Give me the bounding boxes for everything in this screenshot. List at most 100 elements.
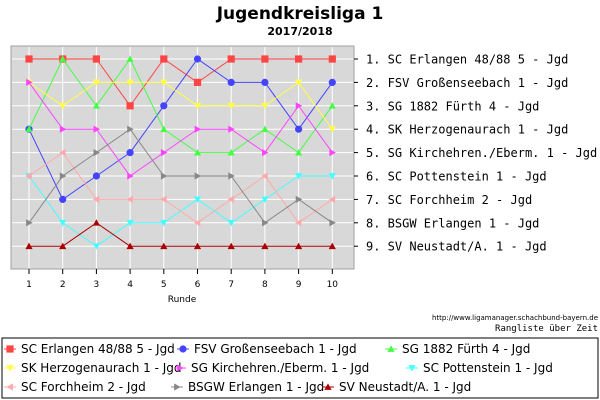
data-point: [295, 79, 303, 86]
data-point: [25, 172, 32, 180]
data-point: [227, 55, 235, 63]
data-point: [295, 173, 303, 180]
data-point: [160, 79, 168, 86]
series-line: [28, 151, 333, 224]
data-point: [26, 78, 33, 86]
data-point: [295, 195, 303, 203]
data-point: [92, 195, 100, 203]
legend-label: SK Herzogenaurach 1 - Jgd: [21, 361, 182, 375]
data-point: [59, 242, 67, 250]
data-point: [193, 219, 201, 227]
data-point: [295, 219, 302, 227]
data-point: [6, 365, 14, 372]
standings-label: 6. SC Pottenstein 1 - Jgd: [366, 170, 547, 184]
standings-label: 5. SG Kirchehren./Eberm. 1 - Jgd: [366, 146, 597, 160]
data-point: [227, 219, 235, 227]
data-point: [126, 55, 134, 62]
data-point: [227, 149, 235, 156]
data-point: [59, 125, 67, 133]
data-point: [160, 242, 168, 250]
data-point: [193, 242, 202, 250]
legend-label: SC Forchheim 2 - Jgd: [21, 380, 146, 394]
x-tick-label: 4: [127, 280, 133, 290]
data-point: [261, 242, 269, 250]
legend-label: SC Erlangen 48/88 5 - Jgd: [21, 342, 175, 356]
data-point: [227, 102, 235, 110]
data-point: [25, 242, 33, 250]
series-line: [29, 58, 333, 107]
data-point: [92, 172, 100, 180]
series-group: [26, 125, 336, 227]
x-tick-label: 7: [228, 280, 234, 290]
standings-label: 1. SC Erlangen 48/88 5 - Jgd: [366, 53, 568, 67]
x-tick-label: 8: [262, 280, 268, 290]
data-point: [324, 383, 332, 390]
x-tick-label: 9: [296, 280, 302, 290]
data-point: [177, 364, 184, 372]
series-group: [26, 78, 336, 180]
data-point: [295, 55, 303, 63]
series-group: [25, 55, 336, 110]
series-line: [28, 81, 333, 130]
legend-item: SC Erlangen 48/88 5 - Jgd: [4, 342, 175, 356]
data-point: [261, 172, 268, 180]
data-point: [295, 149, 303, 156]
data-point: [262, 149, 269, 157]
data-point: [6, 383, 13, 391]
data-point: [92, 79, 100, 86]
x-tick-label: 6: [195, 280, 201, 290]
legend-label: SV Neustadt/A. 1 - Jgd: [339, 380, 471, 394]
standings-label: 3. SG 1882 Fürth 4 - Jgd: [366, 99, 539, 113]
data-point: [26, 219, 33, 227]
data-point: [160, 172, 168, 180]
x-tick-label: 5: [161, 280, 167, 290]
series-line: [29, 222, 333, 247]
data-point: [194, 125, 202, 133]
data-point: [93, 149, 100, 157]
x-tick-label: 1: [26, 280, 32, 290]
data-point: [127, 172, 134, 180]
data-point: [25, 55, 33, 63]
data-point: [329, 149, 336, 157]
legend-item: SG 1882 Fürth 4 - Jgd: [385, 342, 530, 356]
data-point: [126, 102, 134, 110]
data-point: [261, 125, 269, 133]
data-point: [160, 149, 168, 157]
data-point: [25, 125, 33, 133]
legend-label: SG 1882 Fürth 4 - Jgd: [402, 342, 530, 356]
legend-box: [1, 337, 599, 399]
data-point: [126, 195, 133, 203]
series-line: [28, 82, 333, 177]
data-point: [328, 173, 336, 180]
data-point: [126, 149, 134, 157]
data-point: [59, 195, 67, 203]
data-point: [228, 125, 235, 133]
data-point: [193, 102, 202, 110]
data-point: [193, 196, 202, 203]
data-point: [328, 55, 336, 63]
data-point: [194, 172, 202, 180]
standings-label: 7. SC Forchheim 2 - Jgd: [366, 193, 532, 207]
data-point: [59, 102, 67, 110]
x-tick-label: 10: [327, 280, 339, 290]
data-point: [193, 55, 202, 63]
data-point: [93, 125, 100, 133]
x-axis-label: Runde: [168, 295, 197, 305]
legend-item: BSGW Erlangen 1 - Jgd: [171, 380, 324, 394]
data-point: [328, 78, 336, 86]
data-point: [262, 219, 269, 227]
legend-label: BSGW Erlangen 1 - Jgd: [188, 380, 324, 394]
data-point: [59, 55, 67, 62]
x-tick-label: 2: [60, 280, 66, 290]
data-point: [328, 242, 336, 250]
legend-label: FSV Großenseebach 1 - Jgd: [194, 342, 357, 356]
series-group: [25, 55, 336, 203]
chart-subtitle: 2017/2018: [267, 25, 332, 38]
data-point: [193, 149, 202, 156]
standings-list: 1. SC Erlangen 48/88 5 - Jgd 2. FSV Große…: [366, 53, 597, 254]
data-point: [92, 102, 100, 109]
source-url[interactable]: http://www.ligamanager.schachbund-bayern…: [432, 314, 598, 322]
data-point: [408, 365, 416, 372]
x-tick-label: 3: [94, 280, 100, 290]
legend-item: SK Herzogenaurach 1 - Jgd: [4, 361, 182, 375]
